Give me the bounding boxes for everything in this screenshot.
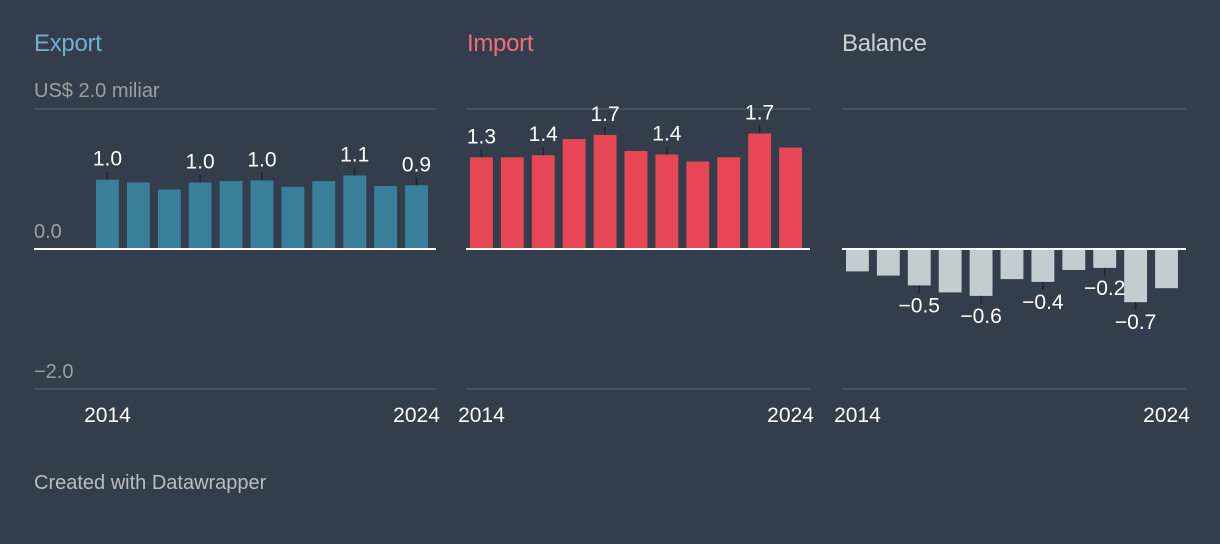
balance-bar-2015 [876,249,900,276]
balance-data-label-6: −0.4 [1022,291,1064,314]
import-data-label-0: 1.3 [467,125,496,148]
balance-data-label-8: −0.2 [1084,277,1125,300]
export-data-label-0: 1.0 [93,148,122,171]
import-bar-2018 [593,134,617,249]
export-bar-2018 [219,181,243,249]
export-data-label-3: 1.0 [186,151,215,174]
import-data-label-4: 1.7 [590,103,619,126]
balance-bar-2021 [1062,249,1086,270]
import-data-label-2: 1.4 [529,123,559,146]
balance-bar-2019 [1000,249,1024,280]
import-data-label-9: 1.7 [745,102,774,125]
balance-data-label-4: −0.6 [960,305,1001,328]
export-bar-2014 [96,179,119,249]
balance-bar-2023 [1124,249,1148,303]
export-bar-2024 [405,185,428,249]
import-bar-2024 [779,147,802,249]
import-title: Import [467,30,534,57]
y-tick-min: −2.0 [34,361,74,383]
balance-bar-2024 [1155,249,1178,289]
balance-bar-2022 [1093,249,1117,268]
balance-bar-2014 [846,249,869,272]
import-bar-2016 [531,155,555,249]
export-bar-2021 [312,181,336,249]
footer-credit: Created with Datawrapper [34,472,267,494]
import-bar-2022 [717,157,741,249]
import-bar-2015 [500,157,524,249]
import-bar-2017 [562,139,586,249]
import-bar-2023 [748,133,772,249]
import-bar-2020 [655,154,679,249]
import-x-tick-first: 2014 [458,404,505,427]
import-x-tick-last: 2024 [767,404,814,427]
export-data-label-8: 1.1 [340,144,369,167]
balance-bar-2017 [938,249,962,293]
balance-title: Balance [842,30,927,57]
import-bar-2014 [470,157,493,249]
balance-data-label-9: −0.7 [1115,311,1156,334]
export-x-tick-last: 2024 [393,404,440,427]
y-tick-zero: 0.0 [34,221,62,243]
export-bar-2020 [281,186,305,249]
import-bar-2021 [686,161,710,249]
balance-x-tick-first: 2014 [834,404,881,427]
export-bar-2022 [343,175,367,249]
export-bar-2017 [188,182,212,249]
export-bar-2016 [157,189,181,249]
export-data-label-5: 1.0 [247,148,276,171]
balance-bar-2016 [907,249,931,286]
import-bar-2019 [624,151,648,249]
balance-bar-2018 [969,249,993,296]
export-x-tick-first: 2014 [84,404,131,427]
balance-bar-2020 [1031,249,1055,282]
export-bar-2015 [126,182,150,249]
y-unit-label: US$ 2.0 miliar [34,80,160,102]
import-data-label-6: 1.4 [652,123,682,146]
export-bar-2019 [250,180,274,249]
export-data-label-10: 0.9 [402,153,431,176]
export-bar-2023 [374,186,398,249]
balance-data-label-2: −0.5 [899,294,940,317]
export-title: Export [34,30,102,57]
balance-x-tick-last: 2024 [1143,404,1190,427]
